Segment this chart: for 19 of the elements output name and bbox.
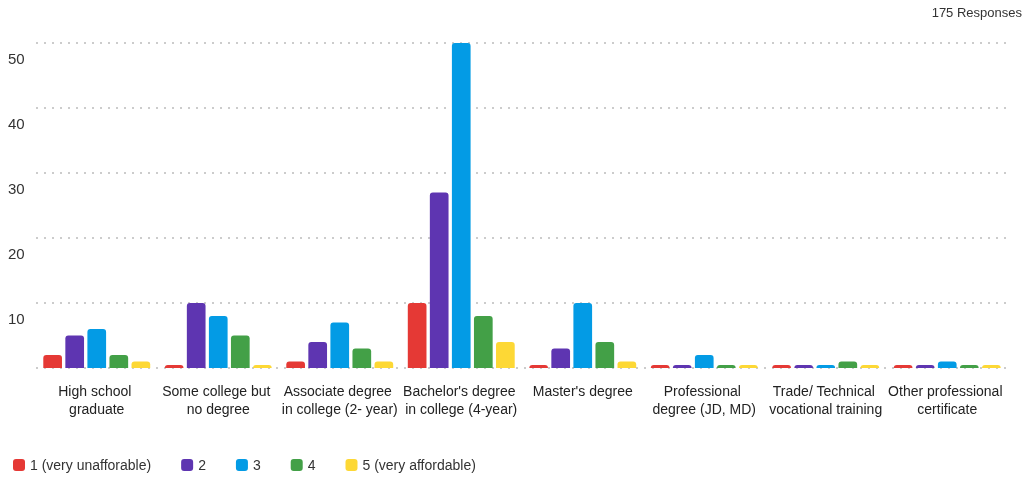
legend-label: 3 bbox=[252, 457, 261, 473]
legend-label: 2 bbox=[198, 457, 207, 473]
y-tick-label: 20 bbox=[8, 245, 25, 262]
x-tick-label: Bachelor's degree in college (4-year) bbox=[403, 383, 520, 417]
x-tick-label: Associate degree in college (2- year) bbox=[281, 383, 398, 417]
legend-label: 4 bbox=[307, 457, 316, 473]
legend-label: 5 (very affordable) bbox=[362, 457, 476, 473]
y-tick-label: 10 bbox=[8, 310, 25, 327]
text: 175 Responses bbox=[931, 5, 1023, 20]
x-tick-label: Trade/ Technical vocational training bbox=[769, 383, 883, 417]
legend-label: 1 (very unafforable) bbox=[30, 457, 152, 473]
x-tick-label: Master's degree bbox=[532, 383, 633, 399]
y-tick-label: 30 bbox=[8, 180, 25, 197]
y-tick-label: 50 bbox=[8, 50, 25, 67]
x-tick-label: Some college but no degree bbox=[162, 383, 275, 417]
x-tick-label: Professional degree (JD, MD) bbox=[652, 383, 756, 417]
y-tick-label: 40 bbox=[8, 115, 25, 132]
x-tick-label: High school graduate bbox=[58, 383, 136, 417]
x-tick-label: Other professional certificate bbox=[888, 383, 1007, 417]
